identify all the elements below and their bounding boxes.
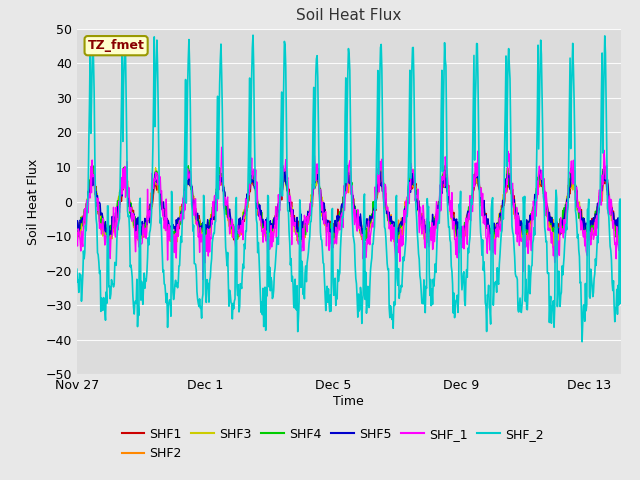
SHF4 — [343, 163, 351, 168]
SHF2 — [490, 233, 497, 239]
SHF_1 — [73, 230, 81, 236]
SHF3 — [135, 236, 143, 241]
Text: TZ_fmet: TZ_fmet — [88, 39, 145, 52]
SHF2 — [617, 234, 625, 240]
SHF_2 — [147, 228, 154, 233]
SHF1 — [490, 226, 498, 232]
SHF3 — [152, 165, 159, 171]
SHF3 — [355, 222, 363, 228]
SHF2 — [401, 199, 409, 204]
SHF4 — [355, 220, 363, 226]
Line: SHF2: SHF2 — [77, 168, 621, 246]
SHF1 — [184, 180, 191, 186]
SHF5 — [73, 228, 81, 234]
SHF2 — [184, 165, 192, 171]
SHF_2 — [617, 300, 625, 306]
SHF_2 — [401, 245, 409, 251]
SHF5 — [147, 201, 154, 207]
SHF4 — [362, 238, 370, 243]
SHF2 — [135, 231, 143, 237]
SHF1 — [88, 167, 95, 172]
SHF_1 — [490, 236, 498, 242]
SHF5 — [401, 214, 409, 220]
X-axis label: Time: Time — [333, 395, 364, 408]
SHF3 — [147, 211, 154, 216]
Line: SHF5: SHF5 — [77, 169, 621, 242]
SHF_2 — [73, 266, 81, 272]
SHF1 — [356, 221, 364, 227]
SHF4 — [73, 233, 81, 239]
SHF4 — [617, 235, 625, 241]
Line: SHF3: SHF3 — [77, 168, 621, 248]
Line: SHF_2: SHF_2 — [77, 35, 621, 342]
SHF1 — [136, 229, 143, 235]
SHF3 — [184, 172, 191, 178]
SHF1 — [617, 229, 625, 235]
SHF_1 — [402, 198, 410, 204]
SHF2 — [147, 204, 154, 210]
SHF1 — [147, 202, 155, 207]
Line: SHF1: SHF1 — [77, 169, 621, 243]
SHF_1 — [218, 144, 225, 150]
SHF5 — [490, 226, 497, 231]
SHF_2 — [183, 134, 191, 140]
SHF_2 — [579, 339, 586, 345]
SHF2 — [73, 230, 81, 236]
SHF_2 — [135, 312, 143, 318]
SHF5 — [617, 231, 625, 237]
SHF_2 — [490, 302, 497, 308]
SHF_1 — [199, 276, 207, 282]
SHF_2 — [249, 32, 257, 38]
SHF4 — [147, 210, 154, 216]
SHF1 — [402, 204, 410, 210]
SHF3 — [73, 228, 81, 234]
SHF_1 — [135, 244, 143, 250]
Line: SHF4: SHF4 — [77, 166, 621, 240]
SHF5 — [355, 214, 362, 219]
SHF_1 — [356, 224, 364, 229]
SHF5 — [183, 173, 191, 179]
SHF_1 — [617, 246, 625, 252]
SHF1 — [264, 240, 271, 246]
Y-axis label: Soil Heat Flux: Soil Heat Flux — [27, 158, 40, 245]
SHF_1 — [183, 177, 191, 182]
SHF2 — [183, 182, 191, 188]
SHF4 — [183, 166, 191, 171]
Title: Soil Heat Flux: Soil Heat Flux — [296, 9, 401, 24]
SHF3 — [401, 207, 409, 213]
SHF4 — [402, 209, 410, 215]
SHF4 — [490, 230, 498, 236]
SHF_1 — [147, 215, 154, 221]
Line: SHF_1: SHF_1 — [77, 147, 621, 279]
SHF_2 — [355, 308, 363, 314]
SHF3 — [490, 234, 497, 240]
SHF5 — [135, 218, 143, 224]
SHF3 — [617, 231, 625, 237]
Legend: SHF1, SHF2, SHF3, SHF4, SHF5, SHF_1, SHF_2: SHF1, SHF2, SHF3, SHF4, SHF5, SHF_1, SHF… — [116, 423, 548, 465]
SHF5 — [394, 240, 401, 245]
SHF3 — [550, 245, 557, 251]
SHF1 — [73, 231, 81, 237]
SHF5 — [600, 166, 607, 172]
SHF2 — [550, 243, 558, 249]
SHF2 — [355, 223, 363, 228]
SHF4 — [135, 228, 143, 233]
